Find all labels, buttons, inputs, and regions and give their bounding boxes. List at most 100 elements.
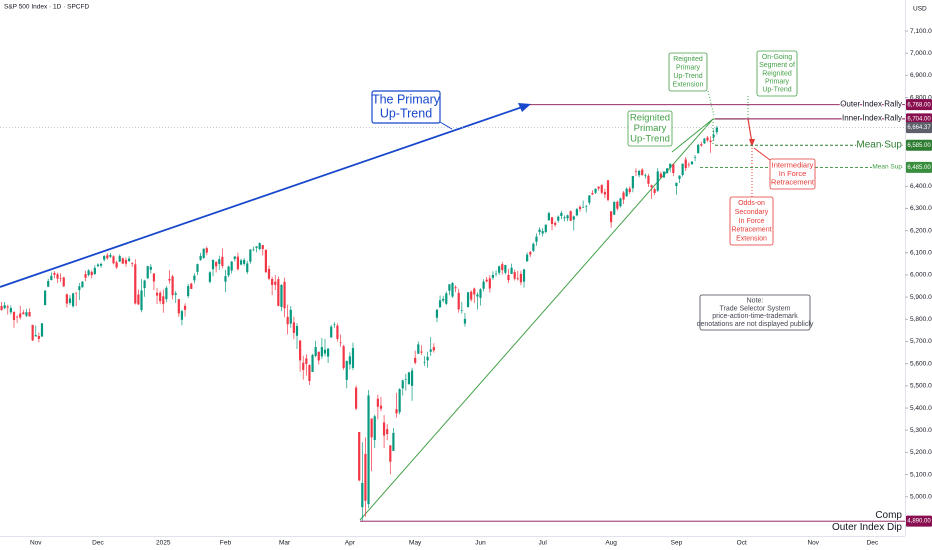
currency-label: USD <box>913 6 927 13</box>
candle-body <box>71 293 75 307</box>
candle-body <box>177 299 180 314</box>
candle-body <box>373 416 376 440</box>
candle-body <box>152 273 156 282</box>
candle-body <box>470 291 473 300</box>
candle-body <box>585 206 588 207</box>
candle-body <box>460 310 463 311</box>
x-tick-label: Aug <box>605 540 617 547</box>
candle-body <box>395 409 398 414</box>
candle-body <box>230 261 233 271</box>
candle-body <box>407 372 411 385</box>
candle-body <box>715 127 718 133</box>
last-price-label: 6,664.37 <box>907 125 931 131</box>
candle-body <box>438 300 442 308</box>
callout-text: Primary <box>676 65 701 72</box>
candle-body <box>118 256 121 262</box>
candle-body <box>491 274 495 278</box>
candle-body <box>143 280 146 289</box>
callout-text: Reignited <box>762 70 792 77</box>
level-price-box <box>906 161 932 173</box>
candle-body <box>392 432 395 451</box>
y-tick-label: 6,800.00 <box>910 94 932 101</box>
candle-body <box>591 193 594 195</box>
candle-body <box>162 296 165 305</box>
x-tick-label: May <box>409 540 422 547</box>
candle-body <box>78 286 81 291</box>
x-tick-label: Oct <box>737 540 747 547</box>
candle-body <box>277 279 280 306</box>
candle-body <box>410 370 414 386</box>
candle-body <box>211 259 215 270</box>
x-tick-label: Feb <box>220 540 232 547</box>
candle-body <box>84 274 87 278</box>
candle-body <box>239 260 243 265</box>
candle-body <box>215 262 218 267</box>
candle-body <box>606 180 610 200</box>
candle-body <box>513 272 516 279</box>
y-tick-label: 6,100.00 <box>910 250 932 257</box>
callout-text: Note: <box>747 298 764 305</box>
candle-body <box>106 255 109 259</box>
candle-body <box>482 281 485 289</box>
callout-text: Retracement <box>771 178 815 187</box>
candle-body <box>155 292 159 296</box>
callout-text: Trade Selector System <box>720 305 791 312</box>
candle-body <box>616 201 619 209</box>
candle-body <box>302 362 305 370</box>
y-tick-label: 5,400.00 <box>910 405 932 412</box>
callout-text: The Primary <box>372 92 441 106</box>
candle-body <box>103 255 106 260</box>
candle-body <box>572 216 575 220</box>
candle-body <box>96 264 100 267</box>
candle-body <box>183 305 187 310</box>
candle-body <box>305 358 308 364</box>
candle-body <box>522 269 526 282</box>
candle-body <box>476 294 479 297</box>
candle-body <box>165 287 168 300</box>
candle-body <box>295 325 299 336</box>
candle-body <box>364 453 367 501</box>
candle-body <box>504 265 507 273</box>
callout-box <box>668 52 708 92</box>
y-tick-label: 5,800.00 <box>910 316 932 323</box>
candle-body <box>271 278 274 285</box>
callout-box <box>729 196 774 246</box>
candle-body <box>712 135 715 137</box>
candle-body <box>569 211 572 221</box>
candle-body <box>463 318 467 324</box>
level-name: Inner Index Rally <box>842 113 902 122</box>
candle-body <box>65 294 68 304</box>
candle-body <box>650 185 653 188</box>
candle-body <box>6 306 9 308</box>
candle-body <box>697 144 700 154</box>
candle-body <box>124 259 128 264</box>
callout-box <box>756 50 798 97</box>
candle-body <box>597 186 600 189</box>
callout-text: Odds-on <box>738 200 765 207</box>
candle-body <box>516 278 519 280</box>
y-tick-label: 5,300.00 <box>910 427 932 434</box>
callout-text: In Force <box>739 218 765 225</box>
candle-body <box>637 170 641 176</box>
candle-body <box>519 273 523 283</box>
candle-body <box>233 256 236 260</box>
candle-body <box>582 207 585 208</box>
candle-body <box>361 483 364 508</box>
candle-body <box>662 171 666 178</box>
callout-text: Extension <box>673 82 704 89</box>
candle-body <box>205 248 208 253</box>
reignited-trend-line <box>359 118 714 521</box>
candle-body <box>653 189 656 193</box>
candle-body <box>146 266 149 279</box>
candle-body <box>112 256 115 264</box>
candle-body <box>693 157 697 158</box>
candle-body <box>498 266 501 273</box>
y-tick-label: 5,000.00 <box>910 493 932 500</box>
callout-box <box>627 110 673 147</box>
candle-body <box>140 290 143 311</box>
callout-text: Segment of <box>759 62 795 69</box>
x-tick-label: Nov <box>30 540 42 547</box>
callout-box <box>699 294 811 331</box>
candle-body <box>9 308 12 313</box>
